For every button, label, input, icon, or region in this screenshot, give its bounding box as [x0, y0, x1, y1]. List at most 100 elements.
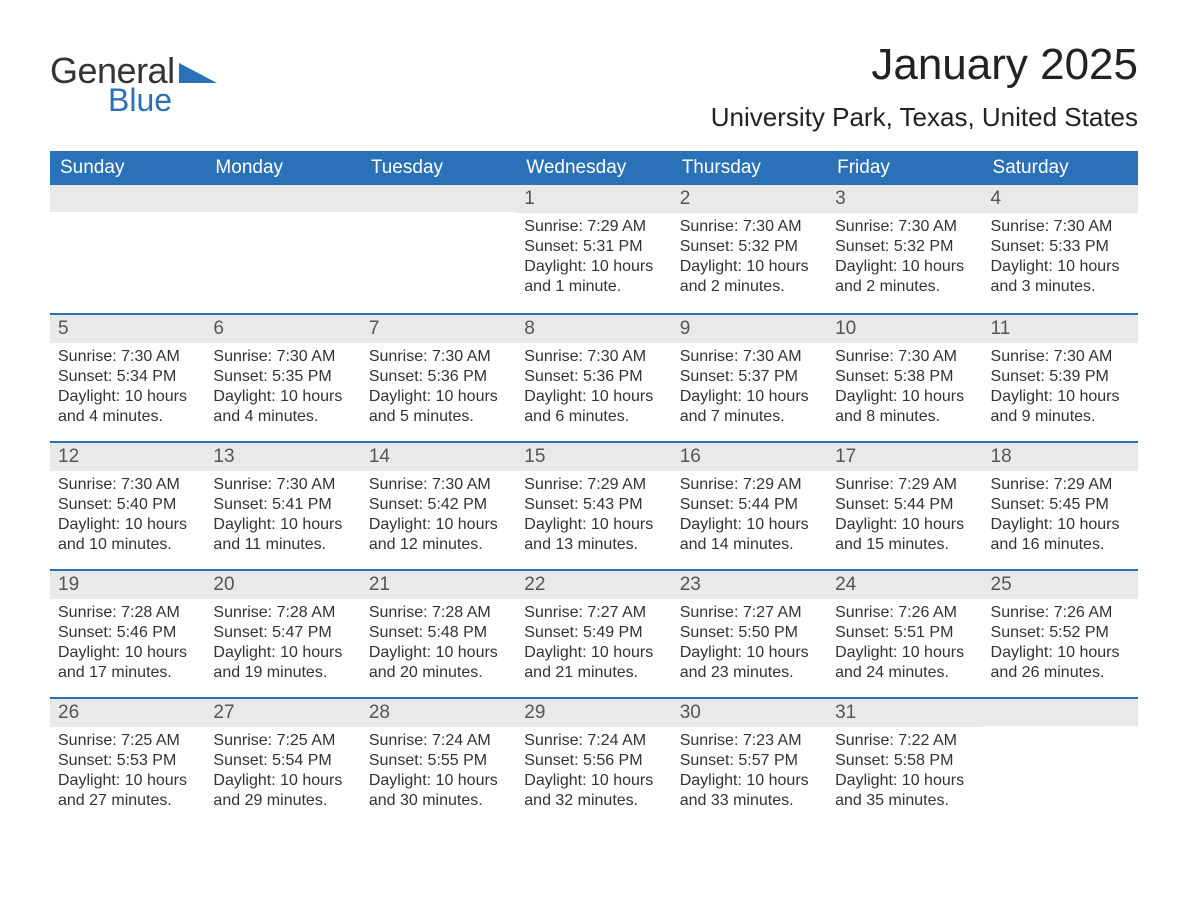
- day-number: 18: [983, 443, 1138, 471]
- location-label: University Park, Texas, United States: [711, 102, 1138, 133]
- daylight-text: Daylight: 10 hours and 10 minutes.: [58, 515, 197, 555]
- daylight-text: Daylight: 10 hours and 32 minutes.: [524, 771, 663, 811]
- day-number: 9: [672, 315, 827, 343]
- calendar-day-cell: 1Sunrise: 7:29 AMSunset: 5:31 PMDaylight…: [516, 185, 671, 313]
- calendar-day-cell: 17Sunrise: 7:29 AMSunset: 5:44 PMDayligh…: [827, 443, 982, 569]
- calendar-day-cell: 15Sunrise: 7:29 AMSunset: 5:43 PMDayligh…: [516, 443, 671, 569]
- day-number: 7: [361, 315, 516, 343]
- sunrise-text: Sunrise: 7:27 AM: [680, 603, 819, 623]
- sunrise-text: Sunrise: 7:29 AM: [524, 475, 663, 495]
- daylight-text: Daylight: 10 hours and 23 minutes.: [680, 643, 819, 683]
- day-body: Sunrise: 7:30 AMSunset: 5:36 PMDaylight:…: [516, 343, 671, 437]
- calendar-day-cell: 12Sunrise: 7:30 AMSunset: 5:40 PMDayligh…: [50, 443, 205, 569]
- sunset-text: Sunset: 5:35 PM: [213, 367, 352, 387]
- sunset-text: Sunset: 5:39 PM: [991, 367, 1130, 387]
- calendar-day-cell: 21Sunrise: 7:28 AMSunset: 5:48 PMDayligh…: [361, 571, 516, 697]
- day-body: Sunrise: 7:23 AMSunset: 5:57 PMDaylight:…: [672, 727, 827, 821]
- day-number: 28: [361, 699, 516, 727]
- sunrise-text: Sunrise: 7:30 AM: [991, 217, 1130, 237]
- sunrise-text: Sunrise: 7:30 AM: [369, 475, 508, 495]
- calendar-day-cell: 3Sunrise: 7:30 AMSunset: 5:32 PMDaylight…: [827, 185, 982, 313]
- sunset-text: Sunset: 5:36 PM: [524, 367, 663, 387]
- sunrise-text: Sunrise: 7:27 AM: [524, 603, 663, 623]
- day-body: Sunrise: 7:28 AMSunset: 5:48 PMDaylight:…: [361, 599, 516, 693]
- sunrise-text: Sunrise: 7:30 AM: [835, 217, 974, 237]
- daylight-text: Daylight: 10 hours and 6 minutes.: [524, 387, 663, 427]
- dow-monday: Monday: [205, 151, 360, 185]
- day-body: Sunrise: 7:30 AMSunset: 5:37 PMDaylight:…: [672, 343, 827, 437]
- day-body: Sunrise: 7:30 AMSunset: 5:41 PMDaylight:…: [205, 471, 360, 565]
- day-body: Sunrise: 7:30 AMSunset: 5:34 PMDaylight:…: [50, 343, 205, 437]
- day-body: Sunrise: 7:28 AMSunset: 5:46 PMDaylight:…: [50, 599, 205, 693]
- calendar-week: 5Sunrise: 7:30 AMSunset: 5:34 PMDaylight…: [50, 313, 1138, 441]
- calendar-day-cell: 16Sunrise: 7:29 AMSunset: 5:44 PMDayligh…: [672, 443, 827, 569]
- calendar-day-cell: 30Sunrise: 7:23 AMSunset: 5:57 PMDayligh…: [672, 699, 827, 825]
- day-body: Sunrise: 7:27 AMSunset: 5:50 PMDaylight:…: [672, 599, 827, 693]
- calendar-day-cell: [983, 699, 1138, 825]
- calendar-day-cell: 7Sunrise: 7:30 AMSunset: 5:36 PMDaylight…: [361, 315, 516, 441]
- calendar-week: 1Sunrise: 7:29 AMSunset: 5:31 PMDaylight…: [50, 185, 1138, 313]
- daylight-text: Daylight: 10 hours and 11 minutes.: [213, 515, 352, 555]
- calendar-week: 19Sunrise: 7:28 AMSunset: 5:46 PMDayligh…: [50, 569, 1138, 697]
- sunset-text: Sunset: 5:38 PM: [835, 367, 974, 387]
- day-number: 29: [516, 699, 671, 727]
- day-number: 10: [827, 315, 982, 343]
- daylight-text: Daylight: 10 hours and 8 minutes.: [835, 387, 974, 427]
- day-body: Sunrise: 7:30 AMSunset: 5:35 PMDaylight:…: [205, 343, 360, 437]
- day-number: 12: [50, 443, 205, 471]
- sunrise-text: Sunrise: 7:28 AM: [369, 603, 508, 623]
- sunrise-text: Sunrise: 7:28 AM: [213, 603, 352, 623]
- month-title: January 2025: [711, 40, 1138, 90]
- sunset-text: Sunset: 5:47 PM: [213, 623, 352, 643]
- sunrise-text: Sunrise: 7:29 AM: [835, 475, 974, 495]
- day-body: Sunrise: 7:29 AMSunset: 5:43 PMDaylight:…: [516, 471, 671, 565]
- daylight-text: Daylight: 10 hours and 4 minutes.: [58, 387, 197, 427]
- calendar-grid: Sunday Monday Tuesday Wednesday Thursday…: [50, 151, 1138, 825]
- sunrise-text: Sunrise: 7:30 AM: [524, 347, 663, 367]
- daylight-text: Daylight: 10 hours and 17 minutes.: [58, 643, 197, 683]
- day-number: 13: [205, 443, 360, 471]
- calendar-day-cell: 10Sunrise: 7:30 AMSunset: 5:38 PMDayligh…: [827, 315, 982, 441]
- calendar-week: 12Sunrise: 7:30 AMSunset: 5:40 PMDayligh…: [50, 441, 1138, 569]
- day-number: 15: [516, 443, 671, 471]
- calendar-day-cell: 4Sunrise: 7:30 AMSunset: 5:33 PMDaylight…: [983, 185, 1138, 313]
- daylight-text: Daylight: 10 hours and 29 minutes.: [213, 771, 352, 811]
- day-body: Sunrise: 7:25 AMSunset: 5:54 PMDaylight:…: [205, 727, 360, 821]
- day-number: 1: [516, 185, 671, 213]
- calendar-page: General Blue January 2025 University Par…: [0, 0, 1188, 855]
- calendar-day-cell: 22Sunrise: 7:27 AMSunset: 5:49 PMDayligh…: [516, 571, 671, 697]
- sunrise-text: Sunrise: 7:25 AM: [58, 731, 197, 751]
- daylight-text: Daylight: 10 hours and 27 minutes.: [58, 771, 197, 811]
- day-body: Sunrise: 7:29 AMSunset: 5:44 PMDaylight:…: [827, 471, 982, 565]
- sunset-text: Sunset: 5:42 PM: [369, 495, 508, 515]
- day-body: Sunrise: 7:30 AMSunset: 5:32 PMDaylight:…: [827, 213, 982, 307]
- daylight-text: Daylight: 10 hours and 15 minutes.: [835, 515, 974, 555]
- daylight-text: Daylight: 10 hours and 7 minutes.: [680, 387, 819, 427]
- sunrise-text: Sunrise: 7:26 AM: [991, 603, 1130, 623]
- sunset-text: Sunset: 5:49 PM: [524, 623, 663, 643]
- sunset-text: Sunset: 5:52 PM: [991, 623, 1130, 643]
- logo: General Blue: [50, 50, 225, 119]
- sunset-text: Sunset: 5:56 PM: [524, 751, 663, 771]
- sunset-text: Sunset: 5:54 PM: [213, 751, 352, 771]
- sunset-text: Sunset: 5:48 PM: [369, 623, 508, 643]
- day-body: Sunrise: 7:26 AMSunset: 5:52 PMDaylight:…: [983, 599, 1138, 693]
- day-number: 11: [983, 315, 1138, 343]
- daylight-text: Daylight: 10 hours and 20 minutes.: [369, 643, 508, 683]
- day-number: 14: [361, 443, 516, 471]
- day-body: Sunrise: 7:26 AMSunset: 5:51 PMDaylight:…: [827, 599, 982, 693]
- empty-day-header: [50, 185, 205, 212]
- empty-day-header: [361, 185, 516, 212]
- sunset-text: Sunset: 5:50 PM: [680, 623, 819, 643]
- calendar-day-cell: 25Sunrise: 7:26 AMSunset: 5:52 PMDayligh…: [983, 571, 1138, 697]
- day-body: Sunrise: 7:30 AMSunset: 5:39 PMDaylight:…: [983, 343, 1138, 437]
- daylight-text: Daylight: 10 hours and 33 minutes.: [680, 771, 819, 811]
- sunset-text: Sunset: 5:58 PM: [835, 751, 974, 771]
- calendar-day-cell: 26Sunrise: 7:25 AMSunset: 5:53 PMDayligh…: [50, 699, 205, 825]
- calendar-day-cell: 5Sunrise: 7:30 AMSunset: 5:34 PMDaylight…: [50, 315, 205, 441]
- dow-friday: Friday: [827, 151, 982, 185]
- dow-tuesday: Tuesday: [361, 151, 516, 185]
- empty-day-header: [983, 699, 1138, 726]
- day-number: 22: [516, 571, 671, 599]
- sunrise-text: Sunrise: 7:30 AM: [213, 347, 352, 367]
